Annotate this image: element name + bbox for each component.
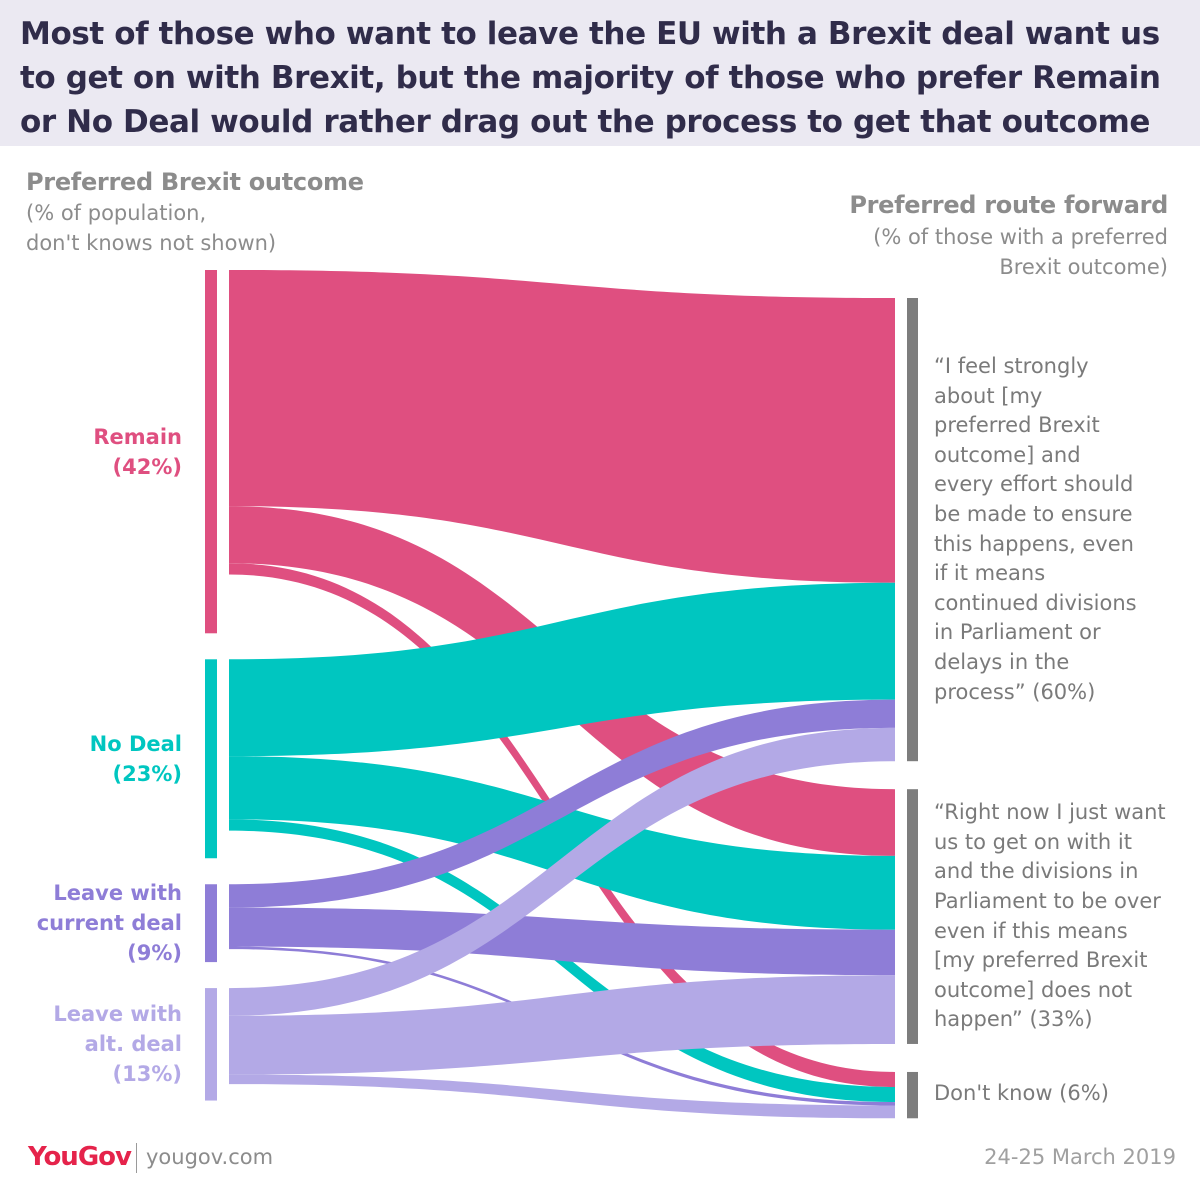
source-label-percent: (9%) bbox=[127, 941, 182, 966]
target-label-line: be made to ensure bbox=[934, 501, 1133, 526]
target-label-line: delays in the bbox=[934, 649, 1070, 674]
target-label-line: process” (60%) bbox=[934, 679, 1096, 704]
left-axis-note-1: (% of population, bbox=[26, 201, 207, 225]
target-label-dontknow: Don't know (6%) bbox=[934, 1079, 1184, 1109]
target-label-line: Parliament to be over bbox=[934, 888, 1161, 913]
source-bar-remain bbox=[205, 270, 217, 634]
target-label-line: preferred Brexit bbox=[934, 413, 1100, 438]
flow-current-to-strong bbox=[229, 699, 895, 908]
target-label-line: outcome] and bbox=[934, 442, 1081, 467]
target-label-getonwithit: “Right now I just want us to get on with … bbox=[934, 798, 1184, 1035]
source-label-nodeal: No Deal (23%) bbox=[20, 729, 182, 789]
right-axis-note-2: Brexit outcome) bbox=[999, 255, 1168, 279]
left-axis-heading: Preferred Brexit outcome bbox=[26, 168, 364, 196]
right-axis-heading: Preferred route forward bbox=[849, 191, 1168, 219]
flow-current-to-getonwithit bbox=[229, 907, 895, 976]
target-label-strong: “I feel strongly about [my preferred Brexi… bbox=[934, 352, 1184, 707]
right-axis-note-1: (% of those with a preferred bbox=[873, 225, 1168, 249]
source-label-line: Remain bbox=[93, 424, 182, 449]
source-label-percent: (23%) bbox=[112, 761, 182, 786]
target-label-line: if it means bbox=[934, 561, 1046, 586]
left-axis-heading-block: Preferred Brexit outcome (% of populatio… bbox=[26, 166, 426, 258]
target-label-line: about [my bbox=[934, 383, 1043, 408]
source-label-line: current deal bbox=[36, 911, 182, 936]
target-label-line: this happens, even bbox=[934, 531, 1134, 556]
target-bar-strong bbox=[907, 298, 918, 762]
flow-remain-to-strong bbox=[229, 270, 895, 583]
source-label-line: Leave with bbox=[53, 1002, 182, 1027]
chart-title: Most of those who want to leave the EU w… bbox=[20, 16, 1161, 140]
target-label-line: and the divisions in bbox=[934, 859, 1139, 884]
target-label-line: “I feel strongly bbox=[934, 354, 1089, 378]
target-label-line: [my preferred Brexit bbox=[934, 948, 1148, 973]
source-label-percent: (13%) bbox=[112, 1062, 182, 1087]
source-label-line: alt. deal bbox=[84, 1032, 182, 1057]
flow-alt-to-getonwithit bbox=[229, 975, 895, 1075]
yougov-logo: YouGov bbox=[28, 1142, 132, 1172]
target-label-line: outcome] does not bbox=[934, 977, 1133, 1002]
source-bar-current bbox=[205, 884, 217, 963]
target-label-line: happen” (33%) bbox=[934, 1007, 1093, 1032]
flow-alt-to-strong bbox=[229, 727, 895, 1016]
title-band bbox=[0, 0, 1200, 146]
source-label-current: Leave with current deal (9%) bbox=[20, 878, 182, 968]
footer-divider bbox=[136, 1143, 137, 1173]
source-bar-alt bbox=[205, 988, 217, 1101]
survey-date: 24-25 March 2019 bbox=[984, 1145, 1176, 1169]
source-label-alt: Leave with alt. deal (13%) bbox=[20, 999, 182, 1089]
target-label-line: continued divisions bbox=[934, 590, 1137, 615]
flows bbox=[229, 270, 895, 1119]
flow-nodeal-to-getonwithit bbox=[229, 756, 895, 930]
right-axis-heading-block: Preferred route forward (% of those with… bbox=[760, 188, 1168, 282]
source-label-remain: Remain (42%) bbox=[20, 422, 182, 482]
target-label-line: every effort should bbox=[934, 472, 1134, 497]
source-bar-nodeal bbox=[205, 659, 217, 859]
source-label-line: Leave with bbox=[53, 881, 182, 906]
target-bar-getonwithit bbox=[907, 789, 918, 1044]
target-bar-dontknow bbox=[907, 1071, 918, 1119]
source-label-line: No Deal bbox=[89, 731, 182, 756]
flow-nodeal-to-strong bbox=[229, 582, 895, 757]
target-label-line: us to get on with it bbox=[934, 829, 1132, 854]
source-label-percent: (42%) bbox=[112, 454, 182, 479]
left-axis-note-2: don't knows not shown) bbox=[26, 231, 277, 255]
target-label-line: “Right now I just want bbox=[934, 800, 1166, 825]
website-link[interactable]: yougov.com bbox=[146, 1145, 274, 1169]
target-label-line: even if this means bbox=[934, 918, 1128, 943]
target-label-line: in Parliament or bbox=[934, 620, 1101, 645]
flow-alt-to-dontknow bbox=[229, 1074, 895, 1119]
target-label-line: Don't know (6%) bbox=[934, 1081, 1109, 1106]
